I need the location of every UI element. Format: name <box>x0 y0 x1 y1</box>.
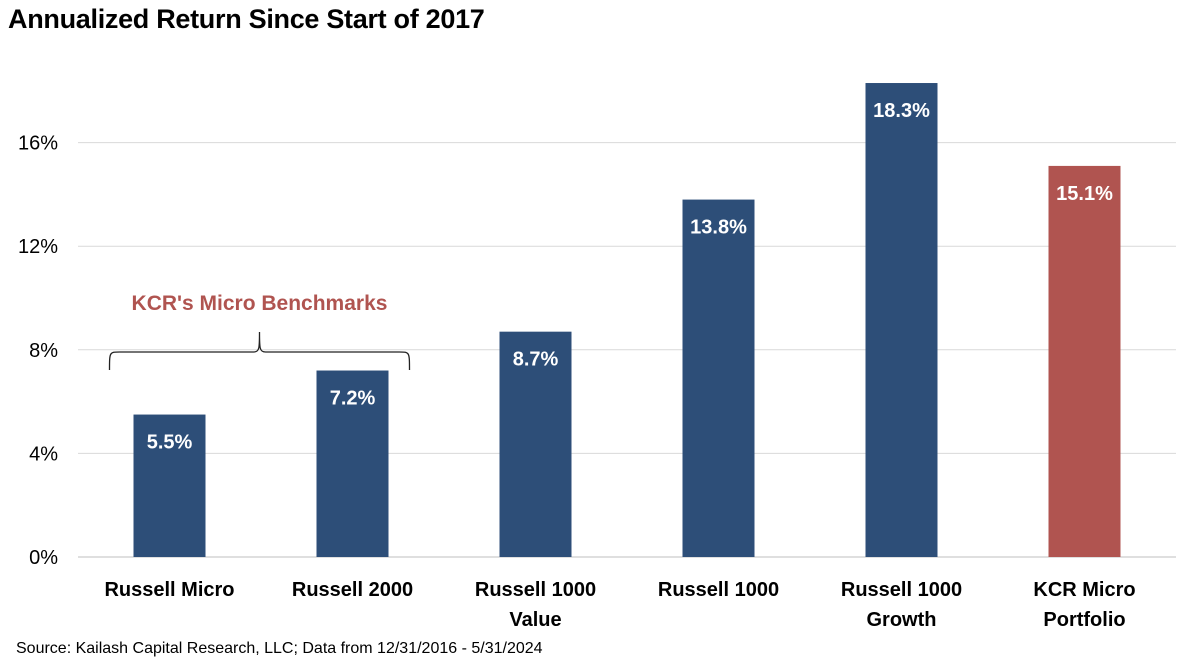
x-tick-label: KCR Micro Portfolio <box>1033 579 1135 631</box>
x-tick-label: Russell Micro <box>104 579 234 601</box>
x-tick-label: Russell 1000 Growth <box>841 579 962 631</box>
benchmark-annotation: KCR's Micro Benchmarks <box>108 292 411 371</box>
y-tick-label: 16% <box>18 133 58 155</box>
bar-chart: 0% 4% 8% 12% 16% 5.5% 7.2% 8.7% 13.8% 18.3% 15.1%… <box>18 83 1176 631</box>
data-label: 7.2% <box>330 388 376 410</box>
bar <box>316 370 389 557</box>
x-axis-tick-labels: Russell Micro Russell 2000 Russell 1000 Val… <box>104 579 1135 631</box>
data-label: 5.5% <box>147 432 193 454</box>
gridlines <box>78 142 1176 558</box>
y-tick-label: 0% <box>29 547 58 569</box>
source-note: Source: Kailash Capital Research, LLC; D… <box>16 640 543 657</box>
bar <box>133 414 206 557</box>
x-tick-label: Russell 1000 <box>658 579 779 601</box>
x-tick-label: Russell 1000 Value <box>475 579 596 631</box>
data-label: 15.1% <box>1056 183 1113 205</box>
annotation-label: KCR's Micro Benchmarks <box>132 292 388 315</box>
data-label: 13.8% <box>690 217 747 239</box>
chart-title: Annualized Return Since Start of 2017 <box>8 4 485 34</box>
bar <box>1048 165 1121 557</box>
data-labels: 5.5% 7.2% 8.7% 13.8% 18.3% 15.1% <box>147 100 1113 454</box>
y-tick-label: 12% <box>18 236 58 258</box>
bar <box>682 199 755 557</box>
bars <box>133 83 1121 557</box>
y-axis-tick-labels: 0% 4% 8% 12% 16% <box>18 133 58 569</box>
y-tick-label: 8% <box>29 340 58 362</box>
bar <box>865 83 938 557</box>
y-tick-label: 4% <box>29 443 58 465</box>
curly-brace <box>108 331 411 371</box>
data-label: 8.7% <box>513 349 559 371</box>
x-tick-label: Russell 2000 <box>292 579 413 601</box>
bar <box>499 331 572 557</box>
data-label: 18.3% <box>873 100 930 122</box>
